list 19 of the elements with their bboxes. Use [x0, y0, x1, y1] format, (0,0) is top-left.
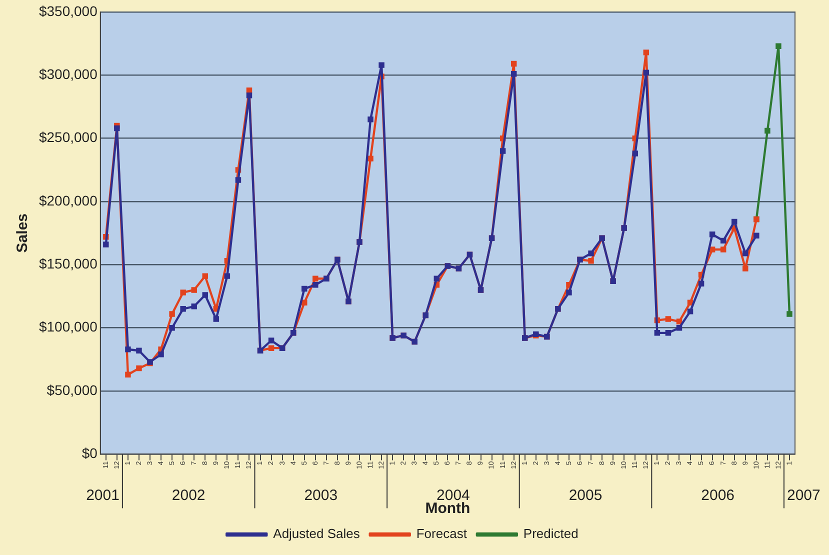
- y-tick-label: $300,000: [38, 66, 98, 82]
- x-axis-title: Month: [425, 500, 470, 518]
- text: 2002: [172, 486, 206, 504]
- y-tick-label: $50,000: [46, 382, 98, 398]
- text: 2001: [86, 486, 120, 504]
- y-axis-title: Sales: [14, 214, 32, 253]
- text: 2006: [701, 486, 735, 504]
- legend-label: Forecast: [416, 526, 468, 542]
- legend-label: Predicted: [523, 526, 578, 542]
- y-tick-label: $150,000: [38, 256, 98, 272]
- y-tick-label: $200,000: [38, 192, 98, 208]
- text: 2007: [786, 486, 820, 504]
- y-tick-label: $0: [82, 445, 98, 462]
- text: 2003: [304, 486, 338, 504]
- y-tick-label: $350,000: [38, 2, 98, 19]
- y-tick-label: $100,000: [38, 318, 98, 335]
- y-tick-label: $250,000: [38, 129, 98, 146]
- legend-label: Adjusted Sales: [273, 526, 360, 542]
- text: 2005: [568, 486, 602, 504]
